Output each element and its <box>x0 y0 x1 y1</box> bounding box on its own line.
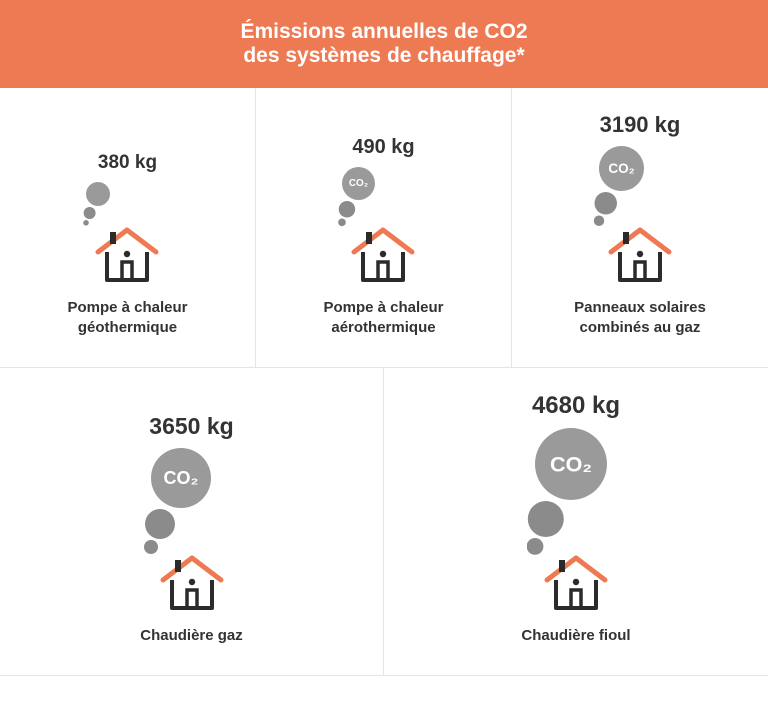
row-1: 380 kg Pompe à chaleur géothermique 490 … <box>0 88 768 368</box>
house-co2-icon: CO₂ <box>605 146 675 284</box>
system-label: Chaudière fioul <box>521 626 630 646</box>
svg-text:CO₂: CO₂ <box>608 161 634 176</box>
co2-bubble-icon: CO₂ <box>334 167 377 228</box>
house-co2-icon <box>92 182 162 284</box>
system-label: Chaudière gaz <box>140 626 243 646</box>
system-label: Pompe à chaleur géothermique <box>67 298 187 339</box>
svg-text:CO₂: CO₂ <box>163 468 198 488</box>
house-icon <box>605 222 675 284</box>
house-co2-icon: CO₂ <box>157 448 227 612</box>
co2-bubble-icon: CO₂ <box>143 448 213 556</box>
svg-text:CO₂: CO₂ <box>349 178 368 189</box>
cell-gas-boiler: 3650 kg CO₂ Chaudière gaz <box>0 368 384 676</box>
house-co2-icon: CO₂ <box>541 428 611 613</box>
value-label: 380 kg <box>98 152 157 174</box>
row-2: 3650 kg CO₂ Chaudière gaz 4680 kg CO₂ <box>0 368 768 676</box>
svg-text:CO₂: CO₂ <box>550 451 592 476</box>
house-icon <box>541 550 611 612</box>
house-icon <box>92 222 162 284</box>
value-label: 3650 kg <box>149 413 233 440</box>
cell-fuel-boiler: 4680 kg CO₂ Chaudière fioul <box>384 368 768 676</box>
co2-bubble-icon: CO₂ <box>527 428 609 557</box>
value-label: 490 kg <box>352 136 414 159</box>
house-co2-icon: CO₂ <box>348 167 418 284</box>
house-icon <box>157 550 227 612</box>
value-label: 4680 kg <box>532 392 620 420</box>
header-line1: Émissions annuelles de CO2 <box>10 20 758 44</box>
cell-aerothermal: 490 kg CO₂ Pompe à chaleur aérothermique <box>256 88 512 368</box>
co2-bubble-icon: CO₂ <box>591 146 646 228</box>
header-line2: des systèmes de chauffage* <box>10 44 758 68</box>
header-banner: Émissions annuelles de CO2 des systèmes … <box>0 0 768 88</box>
cell-geothermal: 380 kg Pompe à chaleur géothermique <box>0 88 256 368</box>
system-label: Panneaux solaires combinés au gaz <box>574 298 706 339</box>
house-icon <box>348 222 418 284</box>
cell-solar-gas: 3190 kg CO₂ Panneaux solaires combinés a… <box>512 88 768 368</box>
value-label: 3190 kg <box>600 112 681 138</box>
system-label: Pompe à chaleur aérothermique <box>323 298 443 339</box>
